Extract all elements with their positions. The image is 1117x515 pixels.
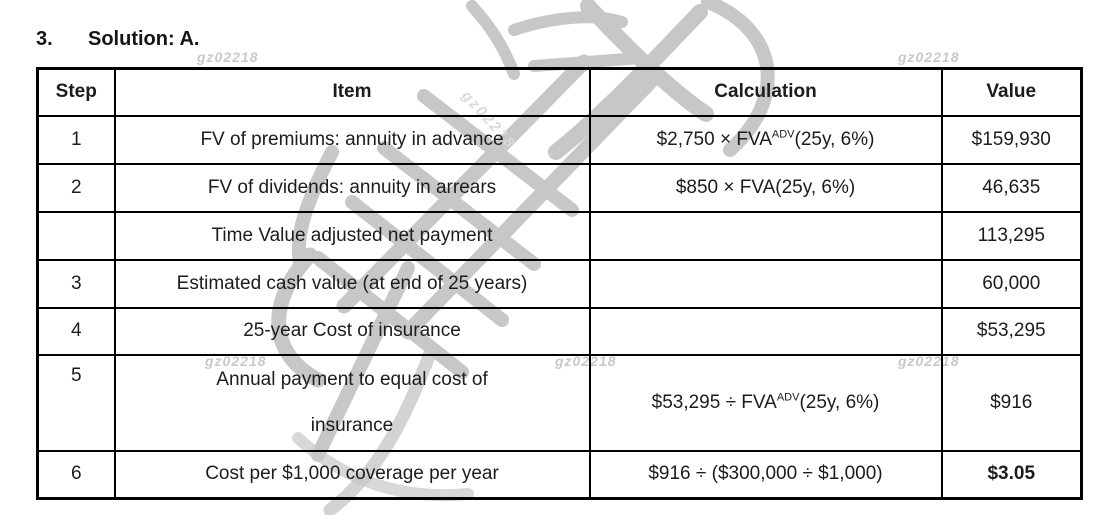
step-cell: 4 (36, 306, 116, 356)
table-row: Time Value adjusted net payment 113,295 (36, 210, 1083, 261)
item-cell: Cost per $1,000 coverage per year (113, 449, 591, 500)
solution-heading: 3. Solution: A. (36, 28, 199, 51)
item-cell: FV of dividends: annuity in arrears (113, 162, 591, 213)
calculation-cell: $2,750 × FVAADV(25y, 6%) (588, 114, 943, 165)
value-cell: $916 (940, 353, 1083, 452)
item-cell: 25-year Cost of insurance (113, 306, 591, 356)
solution-table: Step Item Calculation Value 1 FV of prem… (36, 67, 1083, 500)
value-cell: $3.05 (940, 449, 1083, 500)
col-header-step: Step (36, 67, 116, 117)
table-row: 5 Annual payment to equal cost of insura… (36, 353, 1083, 452)
step-cell: 5 (36, 353, 116, 452)
calc-text: (25y, 6%) (799, 391, 880, 413)
table-row: 6 Cost per $1,000 coverage per year $916… (36, 449, 1083, 500)
value-cell: $53,295 (940, 306, 1083, 356)
value-cell: $159,930 (940, 114, 1083, 165)
value-cell: 113,295 (940, 210, 1083, 261)
calc-superscript: ADV (771, 128, 795, 141)
calculation-cell (588, 306, 943, 356)
calculation-cell: $850 × FVA(25y, 6%) (588, 162, 943, 213)
calculation-cell (588, 210, 943, 261)
step-cell: 2 (36, 162, 116, 213)
calc-text: $850 × FVA(25y, 6%) (675, 176, 856, 198)
item-cell: Annual payment to equal cost of insuranc… (113, 353, 591, 452)
solution-title: Solution: A. (88, 28, 200, 50)
table-row: 4 25-year Cost of insurance $53,295 (36, 306, 1083, 356)
step-cell (36, 210, 116, 261)
calculation-cell: $916 ÷ ($300,000 ÷ $1,000) (588, 449, 943, 500)
table-header-row: Step Item Calculation Value (36, 67, 1083, 117)
col-header-value: Value (940, 67, 1083, 117)
step-cell: 6 (36, 449, 116, 500)
watermark-code: gz02218 (898, 49, 960, 65)
value-cell: 46,635 (940, 162, 1083, 213)
calc-superscript: ADV (776, 391, 800, 404)
step-cell: 3 (36, 258, 116, 309)
item-cell: Estimated cash value (at end of 25 years… (113, 258, 591, 309)
question-number: 3. (36, 28, 53, 50)
col-header-item: Item (113, 67, 591, 117)
value-cell: 60,000 (940, 258, 1083, 309)
table-row: 1 FV of premiums: annuity in advance $2,… (36, 114, 1083, 165)
calculation-cell: $53,295 ÷ FVAADV(25y, 6%) (588, 353, 943, 452)
table-row: 3 Estimated cash value (at end of 25 yea… (36, 258, 1083, 309)
calc-text: $2,750 × FVA (656, 128, 772, 150)
watermark-code: gz02218 (197, 49, 259, 65)
table-row: 2 FV of dividends: annuity in arrears $8… (36, 162, 1083, 213)
calc-text: (25y, 6%) (794, 128, 875, 150)
step-cell: 1 (36, 114, 116, 165)
calculation-cell (588, 258, 943, 309)
col-header-calculation: Calculation (588, 67, 943, 117)
item-cell: FV of premiums: annuity in advance (113, 114, 591, 165)
item-cell: Time Value adjusted net payment (113, 210, 591, 261)
calc-text: $916 ÷ ($300,000 ÷ $1,000) (648, 463, 883, 485)
calc-text: $53,295 ÷ FVA (651, 391, 777, 413)
